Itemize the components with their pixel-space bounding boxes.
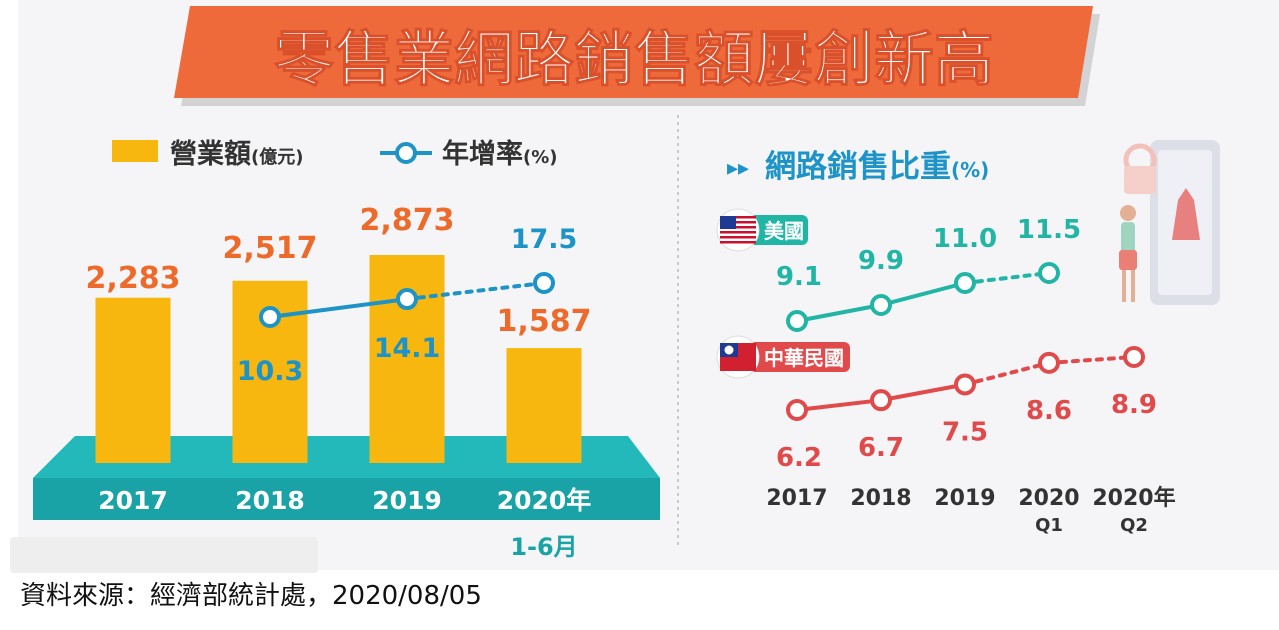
revenue-label-2017: 2,283 <box>86 261 181 296</box>
growth-point-2019 <box>396 288 418 311</box>
platform-top <box>33 436 660 478</box>
revenue-chart: 2,283 2,517 2,873 1,587 10.3 14.1 17.5 2017 2018… <box>33 203 660 561</box>
taiwan-flag-icon <box>716 335 760 379</box>
taiwan-point-3 <box>1038 351 1060 374</box>
right-panel-title: 網路銷售比重(%) <box>765 149 989 185</box>
shopping-bag-icon <box>1124 166 1156 194</box>
growth-point-2018 <box>259 306 281 328</box>
chart-title: 零售業網路銷售額屢創新高 <box>274 25 994 95</box>
growth-label-2020年: 17.5 <box>511 224 578 255</box>
taiwan-label-0: 6.2 <box>776 443 822 473</box>
revenue-label-2019: 2,873 <box>360 203 455 238</box>
share-x-tick-0: 2017 <box>766 486 827 511</box>
platform-front <box>33 478 660 520</box>
usa-point-3 <box>1038 262 1060 284</box>
badge-taiwan <box>744 342 850 372</box>
taiwan-label-1: 6.7 <box>858 433 904 463</box>
share-x-tick-4: 2020年 <box>1092 485 1175 511</box>
growth-label-2018: 10.3 <box>237 356 304 387</box>
revenue-bar-2017 <box>95 297 171 463</box>
badge-usa <box>744 215 808 245</box>
growth-line-segment-3 <box>405 281 546 302</box>
x-tick-3: 2020年 <box>497 486 592 515</box>
usa-line-segment-2 <box>879 281 967 307</box>
usa-point-1 <box>870 294 892 316</box>
taiwan-line-segment-4 <box>1047 355 1136 365</box>
usa-label-0: 9.1 <box>776 262 822 292</box>
shopper-head-icon <box>1120 205 1136 221</box>
legend-growth-label: 年增率(%) <box>442 138 558 170</box>
x-tick-2: 2019 <box>372 486 442 515</box>
usa-point-2 <box>954 272 976 294</box>
usa-point-0 <box>786 310 808 332</box>
share-x-tick-1: 2018 <box>850 486 911 511</box>
taiwan-line-segment-2 <box>879 382 967 403</box>
growth-point-2020年 <box>533 272 555 294</box>
taiwan-point-0 <box>786 399 808 421</box>
growth-label-2019: 14.1 <box>374 333 441 364</box>
taiwan-line-segment-3 <box>963 360 1051 387</box>
x-tick-1: 2018 <box>235 486 305 515</box>
taiwan-point-2 <box>954 373 976 396</box>
share-x-tick-2: 2019 <box>934 486 995 511</box>
revenue-label-2020年: 1,587 <box>497 304 592 339</box>
shopper-body-icon <box>1121 222 1135 254</box>
legend-growth-marker <box>395 142 417 164</box>
revenue-label-2018: 2,517 <box>223 231 318 266</box>
usa-label-3: 11.5 <box>1017 215 1081 245</box>
share-x-tick-3: 2020 <box>1018 486 1079 511</box>
taiwan-label-2: 7.5 <box>942 417 988 447</box>
data-source-note: 資料來源：經濟部統計處，2020/08/05 <box>20 581 482 611</box>
share-x-tick-sub-3: Q1 <box>1035 515 1063 536</box>
source-placeholder-box <box>10 537 318 573</box>
badge-label-usa: 美國 <box>764 219 804 243</box>
legend-revenue-swatch <box>112 140 158 162</box>
usa-label-1: 9.9 <box>858 246 904 276</box>
legend-revenue-label: 營業額(億元) <box>170 139 303 170</box>
taiwan-point-1 <box>870 389 892 412</box>
growth-line-segment-2 <box>268 297 409 319</box>
taiwan-point-4 <box>1123 346 1145 368</box>
x-tick-sub-3: 1-6月 <box>510 533 577 561</box>
dress-icon <box>1172 188 1200 240</box>
usa-label-2: 11.0 <box>933 224 997 254</box>
taiwan-label-3: 8.6 <box>1026 396 1072 426</box>
revenue-bar-2020年 <box>506 348 582 463</box>
shopping-illustration <box>1119 140 1220 305</box>
badge-label-taiwan: 中華民國 <box>764 346 844 370</box>
usa-line-segment-3 <box>963 271 1051 285</box>
title-banner <box>174 6 1093 98</box>
x-tick-0: 2017 <box>98 486 168 515</box>
taiwan-label-4: 8.9 <box>1111 390 1157 420</box>
taiwan-line-segment-1 <box>795 398 883 412</box>
right-title-arrows: ▸▸ <box>727 156 749 181</box>
usa-line-segment-1 <box>795 303 883 323</box>
share-x-tick-sub-4: Q2 <box>1120 515 1148 536</box>
usa-flag-icon <box>716 208 760 252</box>
shopper-skirt-icon <box>1119 250 1137 270</box>
